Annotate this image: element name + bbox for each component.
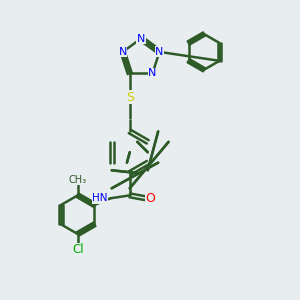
Text: N: N	[137, 34, 145, 44]
Text: S: S	[126, 91, 134, 104]
Text: CH₃: CH₃	[69, 175, 87, 184]
Text: N: N	[155, 47, 164, 57]
Text: HN: HN	[92, 193, 108, 203]
Text: N: N	[118, 47, 127, 57]
Text: N: N	[148, 68, 157, 79]
Text: Cl: Cl	[72, 243, 83, 256]
Text: O: O	[146, 192, 155, 205]
